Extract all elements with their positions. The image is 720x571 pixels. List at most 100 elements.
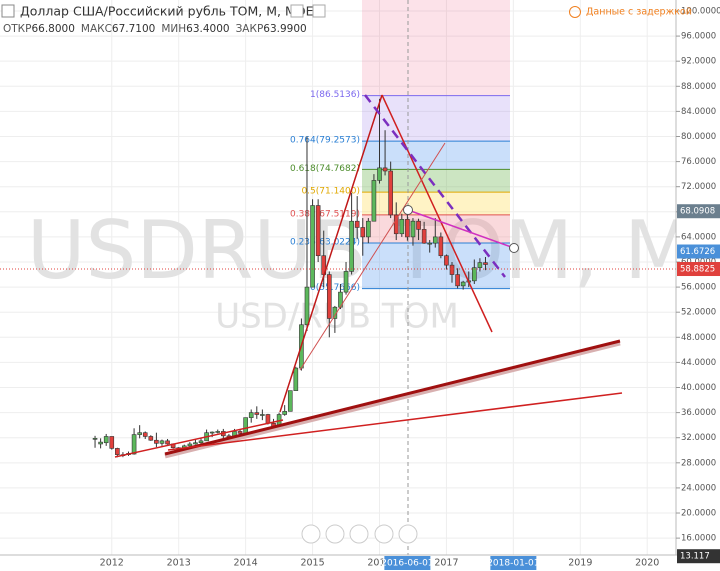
y-tick-label: 84.0000 [681,107,716,117]
handle[interactable] [509,243,519,253]
candle-body [399,219,405,235]
x-tick-label: 2014 [234,558,258,569]
settings-button[interactable] [290,4,304,18]
reset-button[interactable] [349,524,369,544]
delay-icon [569,6,581,18]
close-button[interactable] [312,4,326,18]
fib-label: 0.764(79.2573) [290,136,360,146]
y-tick-label: 92.0000 [681,57,716,67]
candle-body [254,412,260,415]
price-label-box [677,549,720,564]
ohlc-label: ОТКР [3,23,31,35]
candle-body [287,390,293,412]
fib-band [362,141,510,170]
price-label-box [677,262,720,277]
fibonacci: 1(86.5136) 0.764(79.2573) 0.618(74.7682) 0.… [290,0,510,293]
candle-body [148,436,154,441]
scroll-right-button[interactable] [398,524,418,544]
candle-body [237,431,243,434]
fib-label: 0(55.7666) [310,283,360,293]
fib-zone [362,0,510,96]
price-label: 58.8825 [680,265,715,275]
symbol-icon[interactable] [1,4,15,18]
candle-body [92,438,98,440]
zoom-controls [301,524,418,544]
candle-body [98,441,103,445]
candle-body [371,180,377,222]
trend-line [114,419,284,458]
ohlc-value: 67.7100 [112,23,155,35]
candle-body [427,242,432,245]
y-tick-label: 88.0000 [681,82,716,92]
ohlc-value: 63.9900 [263,23,306,35]
background [0,0,676,555]
trend-line [407,209,515,249]
y-tick-label: 72.0000 [681,182,716,192]
candle-body [460,281,466,287]
zoom-in-button[interactable] [374,524,394,544]
fib-label: 0.618(74.7682) [290,164,360,174]
y-tick-label: 28.0000 [681,458,716,468]
candle-body [103,436,109,444]
y-tick-label: 56.0000 [681,283,716,293]
price-label: 13.117 [680,552,710,562]
candle-body [377,167,382,181]
candle-body [432,236,438,244]
candle-body [416,220,421,230]
candle-body [477,262,483,268]
candle-body [248,412,254,418]
y-tick-label: 44.0000 [681,358,716,368]
candle-body [193,442,198,445]
candle-body [154,439,159,444]
trend-line [299,142,446,371]
drawings [114,94,623,459]
candle-body [366,220,371,238]
candle-body [354,220,360,228]
trend-line [381,94,493,333]
handle[interactable] [403,205,413,215]
candle-body [382,167,388,172]
candle-body [304,286,310,326]
y-tick-label: 32.0000 [681,433,716,443]
candle-body [315,205,321,257]
fib-label: 0.5(71.1400) [301,187,360,197]
candle-body [165,440,170,445]
y-tick-label: 96.0000 [681,32,716,42]
ohlc-value: 63.4000 [186,23,229,35]
scroll-left-button[interactable] [301,524,321,544]
fib-label: 0.236(63.0224) [290,238,360,248]
candle-body [131,434,137,455]
candle-body [405,219,410,238]
candle-body [449,264,455,275]
candle-body [209,431,215,434]
candle-body [187,443,193,447]
ohlc-label: МАКС [81,23,112,35]
candle-body [198,440,204,444]
y-tick-label: 52.0000 [681,308,716,318]
trend-line [364,94,506,278]
candle-body [388,170,393,216]
zoom-out-button[interactable] [325,524,345,544]
y-tick-label: 76.0000 [681,157,716,167]
x-tick-label: 2017 [434,558,458,569]
candle-body [343,271,349,293]
y-tick-label: 80.0000 [681,132,716,142]
x-tick-label: 2013 [167,558,191,569]
y-tick-label: 20.0000 [681,509,716,519]
date-label: 2016-06-01 [381,559,433,569]
fib-band [362,243,510,289]
ohlc: ОТКР 66.8000 МАКС 67.7100 МИН 63.4000 ЗАКР 63.9… [3,23,307,35]
price-label-box [677,204,720,219]
fib-band [362,192,510,215]
watermark: USDRUB TOM, M [27,204,693,297]
price-axis [676,0,720,571]
candle-body [472,267,477,282]
candle-body [137,432,142,435]
candle-body [109,436,115,449]
candle-body [421,229,427,244]
fib-band [362,169,510,193]
x-tick-label: 2020 [635,558,659,569]
date-label-box [384,556,431,570]
candle-body [393,214,399,235]
